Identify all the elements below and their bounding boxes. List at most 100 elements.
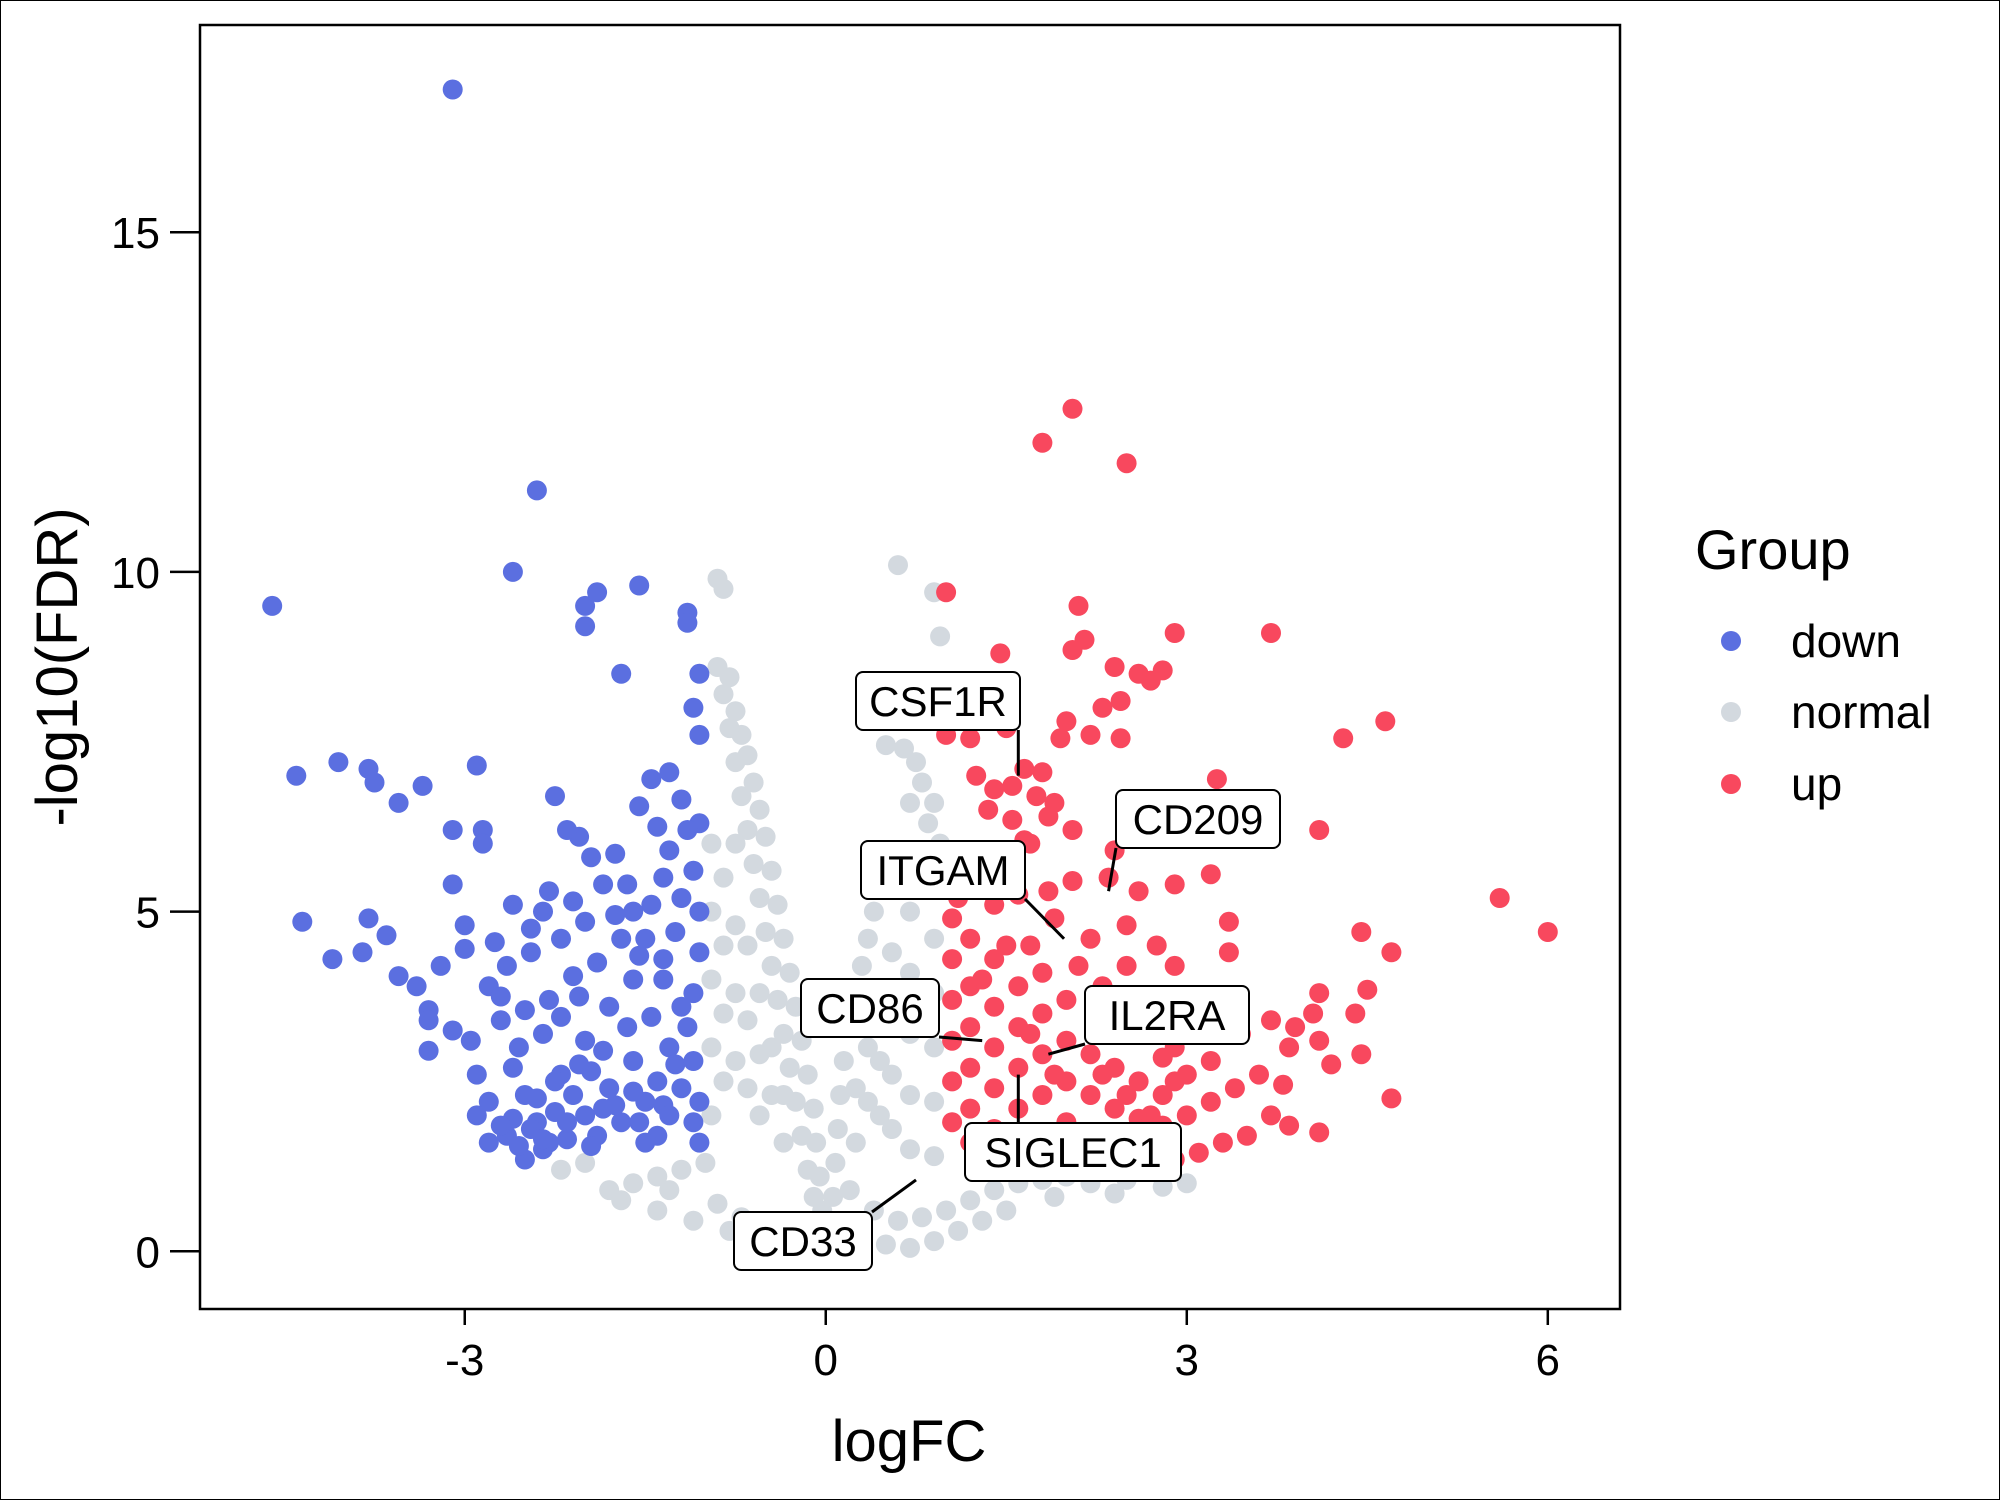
data-point-normal — [833, 1051, 854, 1071]
data-point-up — [1128, 881, 1149, 902]
data-point-up — [1224, 1078, 1245, 1099]
data-point-down — [599, 996, 620, 1017]
data-point-down — [376, 925, 397, 946]
data-point-normal — [647, 1200, 668, 1221]
data-point-normal — [743, 854, 764, 874]
data-point-down — [629, 1112, 650, 1133]
data-point-down — [605, 905, 626, 925]
data-point-down — [292, 911, 313, 932]
data-point-down — [460, 1030, 481, 1051]
data-point-up — [1218, 942, 1239, 963]
data-point-normal — [707, 1193, 728, 1214]
data-point-normal — [900, 1237, 920, 1258]
data-point-normal — [996, 1200, 1017, 1221]
data-point-normal — [900, 1139, 920, 1160]
data-point-down — [412, 775, 433, 796]
gene-label-text: CD86 — [816, 985, 923, 1032]
data-point-up — [960, 1017, 981, 1038]
data-point-up — [1002, 809, 1023, 830]
data-point-normal — [881, 1119, 902, 1139]
data-point-down — [442, 79, 463, 100]
data-point-down — [677, 820, 698, 840]
data-point-normal — [773, 1023, 794, 1044]
data-point-down — [569, 1054, 590, 1075]
gene-label-siglec1: SIGLEC1 — [964, 1074, 1182, 1182]
data-point-down — [508, 1037, 529, 1058]
data-point-normal — [839, 1180, 860, 1201]
x-axis-title: logFC — [832, 1409, 987, 1474]
data-point-up — [1152, 1085, 1173, 1105]
data-point-down — [520, 942, 541, 963]
data-point-down — [635, 928, 656, 949]
data-point-down — [551, 1006, 571, 1027]
y-tick-label: 15 — [111, 209, 160, 258]
data-point-up — [1068, 955, 1089, 976]
gene-label-box — [860, 840, 1026, 900]
data-point-normal — [749, 799, 770, 820]
data-point-up — [966, 765, 987, 786]
data-point-normal — [701, 1105, 722, 1126]
data-point-down — [677, 612, 698, 633]
data-point-normal — [924, 1037, 945, 1058]
data-point-normal — [900, 792, 920, 813]
data-point-normal — [755, 826, 776, 847]
data-point-down — [671, 888, 692, 908]
data-point-normal — [1104, 1183, 1125, 1204]
data-point-down — [689, 942, 710, 963]
data-point-down — [418, 1040, 439, 1061]
data-point-normal — [749, 1105, 770, 1126]
data-point-down — [605, 843, 626, 864]
data-point-down — [545, 1071, 565, 1092]
data-point-normal — [906, 752, 926, 773]
data-point-up — [1092, 1064, 1113, 1085]
data-point-normal — [857, 928, 878, 949]
data-point-up — [1146, 935, 1167, 956]
data-point-up — [1164, 874, 1185, 895]
data-point-down — [689, 1132, 710, 1153]
gene-label-box — [855, 671, 1021, 731]
data-point-down — [514, 1000, 535, 1021]
data-point-normal — [713, 578, 734, 599]
data-point-up — [1008, 976, 1029, 997]
data-point-down — [665, 1054, 686, 1075]
gene-label-text: SIGLEC1 — [984, 1129, 1161, 1176]
data-point-normal — [875, 735, 896, 756]
data-point-down — [575, 911, 596, 932]
data-point-normal — [725, 701, 746, 722]
data-point-down — [352, 942, 373, 963]
data-point-normal — [936, 1200, 957, 1221]
legend: Group down normal up — [1695, 518, 1932, 810]
data-point-down — [328, 752, 349, 773]
data-point-normal — [761, 860, 782, 881]
data-point-normal — [731, 786, 752, 807]
legend-key-normal — [1721, 702, 1741, 722]
data-point-down — [611, 663, 632, 684]
data-point-up — [942, 908, 963, 929]
data-point-up — [1261, 1010, 1281, 1031]
x-tick-label: 0 — [814, 1336, 838, 1385]
data-point-normal — [924, 928, 945, 949]
data-point-down — [659, 840, 680, 861]
data-point-down — [665, 922, 686, 942]
gene-label-cd86: CD86 — [800, 978, 983, 1043]
data-point-up — [1321, 1054, 1342, 1075]
data-point-up — [1062, 640, 1083, 660]
gene-label-cd33: CD33 — [733, 1178, 917, 1271]
data-point-down — [653, 949, 674, 970]
data-point-normal — [713, 867, 734, 888]
data-point-up — [1537, 922, 1558, 942]
data-point-up — [1050, 728, 1071, 749]
data-point-up — [960, 1057, 981, 1078]
data-point-up — [1032, 432, 1053, 453]
data-point-down — [472, 833, 493, 854]
gene-label-itgam: ITGAM — [860, 840, 1066, 940]
data-point-up — [1333, 728, 1354, 749]
data-point-up — [942, 989, 963, 1010]
data-point-normal — [869, 1105, 890, 1126]
data-point-up — [960, 1098, 981, 1119]
data-point-up — [1002, 775, 1023, 796]
data-point-down — [533, 901, 553, 922]
data-point-normal — [701, 833, 722, 854]
data-point-down — [623, 1081, 644, 1102]
